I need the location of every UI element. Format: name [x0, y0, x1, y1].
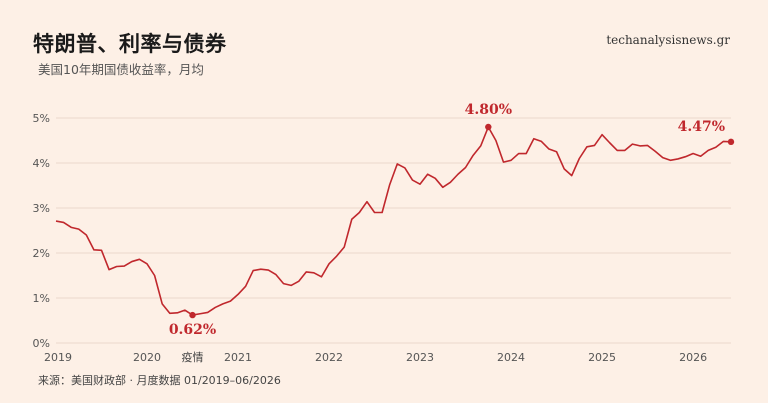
- chart-subtitle: 美国10年期国债收益率，月均: [38, 62, 204, 77]
- series-line: [55, 126, 732, 316]
- y-tick-label: 1%: [33, 292, 50, 305]
- x-tick-label: 2024: [497, 351, 525, 364]
- y-tick-label: 4%: [33, 157, 50, 170]
- data-label: 4.47%: [678, 119, 725, 135]
- x-tick-label: 2025: [588, 351, 616, 364]
- y-tick-label: 2%: [33, 247, 50, 260]
- data-point-marker: [485, 123, 492, 131]
- x-axis: 2019 2020 2021 2022 2023 2024 2025 2026: [44, 351, 707, 364]
- x-tick-label: 2021: [224, 351, 252, 364]
- x-tick-label: 2026: [679, 351, 707, 364]
- data-point-marker: [727, 138, 735, 146]
- annotations: 0.62% 疫情 4.80% 4.47%: [169, 102, 735, 364]
- site-name[interactable]: techanalysisnews.gr: [606, 33, 730, 47]
- y-tick-label: 0%: [33, 337, 50, 350]
- source-note: 来源：美国财政部 · 月度数据 01/2019–06/2026: [38, 374, 281, 387]
- page-title: 特朗普、利率与债券: [33, 32, 227, 56]
- event-label: 疫情: [182, 350, 204, 364]
- grid-lines: [56, 117, 731, 344]
- x-tick-label: 2022: [315, 351, 343, 364]
- data-label: 4.80%: [465, 102, 512, 118]
- data-label: 0.62%: [169, 322, 216, 338]
- y-tick-label: 3%: [33, 202, 50, 215]
- x-tick-label: 2019: [44, 351, 72, 364]
- x-tick-label: 2023: [406, 351, 434, 364]
- data-point-marker: [189, 311, 196, 319]
- x-tick-label: 2020: [133, 351, 161, 364]
- y-axis: 0% 1% 2% 3% 4% 5%: [33, 112, 50, 350]
- y-tick-label: 5%: [33, 112, 50, 125]
